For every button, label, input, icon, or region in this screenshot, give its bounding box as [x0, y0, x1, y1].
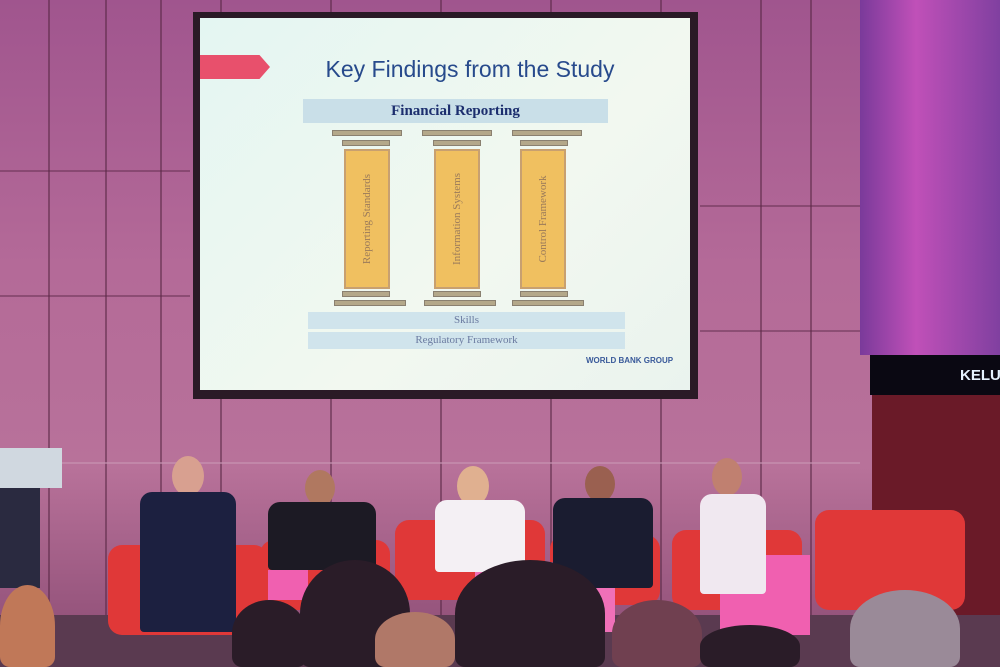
skills-bar: Skills — [308, 312, 625, 329]
audience-member — [232, 600, 307, 667]
arrow-icon — [200, 55, 270, 79]
slide: Key Findings from the Study Financial Re… — [200, 18, 690, 390]
audience-member — [375, 612, 455, 667]
audience-member — [612, 600, 702, 667]
exit-sign: KELUA — [870, 355, 1000, 395]
audience-member — [850, 590, 960, 667]
slide-title: Key Findings from the Study — [325, 56, 615, 82]
pillar: Control Framework — [520, 149, 566, 289]
purple-panel — [860, 0, 1000, 355]
side-table — [268, 570, 308, 600]
pillar: Reporting Standards — [344, 149, 390, 289]
podium-base — [0, 488, 40, 588]
podium — [0, 448, 62, 488]
world-bank-logo: WORLD BANK GROUP — [586, 356, 674, 365]
audience-member — [455, 560, 605, 667]
pillar: Information Systems — [434, 149, 480, 289]
audience-member — [0, 585, 55, 667]
audience-member — [700, 625, 800, 667]
regulatory-framework-bar: Regulatory Framework — [308, 332, 625, 349]
banner-financial-reporting: Financial Reporting — [303, 99, 608, 123]
